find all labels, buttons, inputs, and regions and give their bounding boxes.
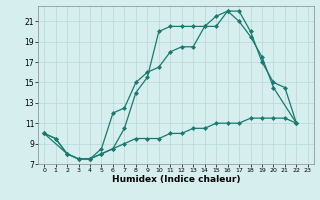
X-axis label: Humidex (Indice chaleur): Humidex (Indice chaleur) [112, 175, 240, 184]
